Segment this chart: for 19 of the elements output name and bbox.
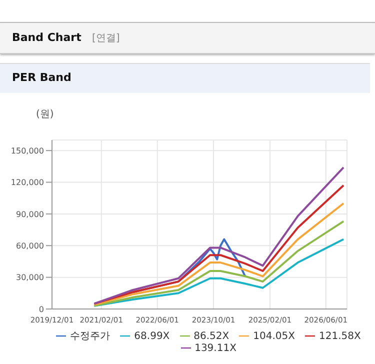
y-tick-label: 150,000 <box>10 146 44 156</box>
legend-label: 104.05X <box>253 331 295 342</box>
y-tick-label: 90,000 <box>16 210 44 219</box>
legend-label: 121.58X <box>318 331 361 342</box>
legend-label: 86.52X <box>194 331 230 342</box>
y-tick-label: 30,000 <box>16 273 44 282</box>
y-axis-title: (원) <box>36 108 54 121</box>
line-series <box>93 220 345 307</box>
chart-subtitle: PER Band <box>12 71 72 84</box>
y-tick-label: 120,000 <box>10 178 44 188</box>
chart-title: Band Chart <box>12 31 82 44</box>
legend-label: 68.99X <box>134 331 170 342</box>
line-series <box>93 202 345 306</box>
line-series <box>93 238 345 307</box>
text: [연결] <box>92 32 120 45</box>
y-tick-label: 60,000 <box>16 241 44 250</box>
legend-label: 수정주가 <box>70 331 110 342</box>
legend-label: 139.11X <box>194 343 236 354</box>
y-tick-label: 0 <box>38 304 44 314</box>
